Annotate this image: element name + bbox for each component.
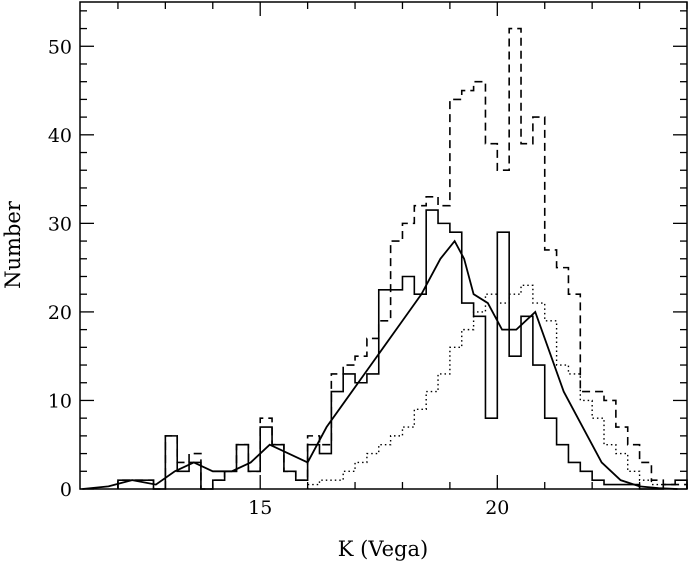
y-tick-label: 30 xyxy=(48,213,72,235)
y-tick-label: 50 xyxy=(48,36,72,58)
series-histogram-solid xyxy=(117,209,688,490)
y-tick-label: 40 xyxy=(48,125,72,147)
ticks-layer: 15 20 0 10 20 30 40 50 xyxy=(48,2,688,519)
plot-frame xyxy=(79,1,688,490)
series-layer xyxy=(82,27,688,490)
y-tick-label: 10 xyxy=(48,390,72,412)
series-curve-solid xyxy=(82,239,678,490)
series-histogram-dotted xyxy=(306,284,664,489)
y-tick-label: 0 xyxy=(60,479,72,501)
y-tick-label: 20 xyxy=(48,302,72,324)
series-histogram-dashed xyxy=(117,27,688,490)
y-axis-label: Number xyxy=(1,200,25,289)
x-tick-label: 20 xyxy=(485,497,509,519)
x-tick-label: 15 xyxy=(248,497,272,519)
x-axis-label: K (Vega) xyxy=(338,537,428,561)
